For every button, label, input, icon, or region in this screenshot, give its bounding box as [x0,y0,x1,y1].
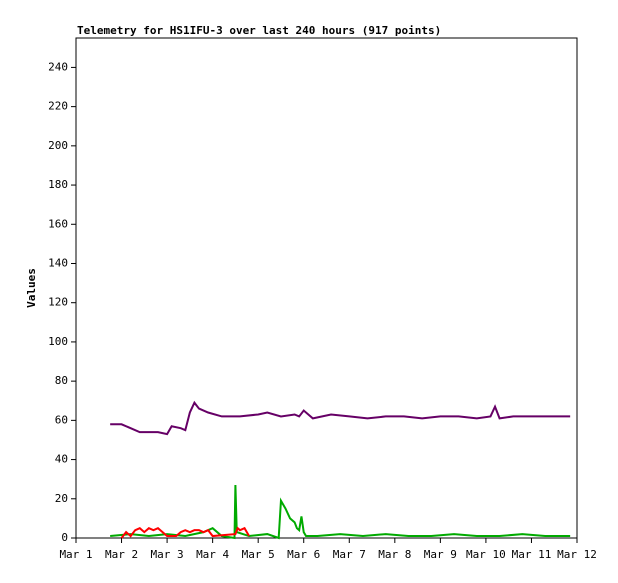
y-tick-label: 140 [48,256,68,269]
y-tick-label: 220 [48,100,68,113]
chart-title: Telemetry for HS1IFU-3 over last 240 hou… [77,24,441,37]
x-tick-label: Mar 2 [105,548,138,561]
x-tick-label: Mar 1 [59,548,92,561]
plot-frame [75,37,578,539]
series-line [120,526,250,539]
y-tick-label: 160 [48,217,68,230]
x-tick-label: Mar 9 [424,548,457,561]
x-tick-label: Mar 8 [378,548,411,561]
x-tick-label: Mar 11 [512,548,552,561]
y-tick-label: 0 [61,531,68,544]
y-tick-label: 40 [55,453,68,466]
x-tick-label: Mar 3 [151,548,184,561]
y-tick-label: 20 [55,492,68,505]
y-axis-label: Values [25,268,38,308]
y-tick-label: 200 [48,139,68,152]
y-tick-label: 100 [48,335,68,348]
x-tick-label: Mar 4 [196,548,229,561]
series-line [110,485,571,540]
y-tick-label: 180 [48,178,68,191]
x-tick-label: Mar 5 [242,548,275,561]
x-tick-label: Mar 12 [557,548,597,561]
x-tick-label: Mar 10 [466,548,506,561]
series-line [110,400,571,436]
y-tick-label: 240 [48,60,68,73]
y-tick-label: 120 [48,296,68,309]
x-tick-label: Mar 6 [287,548,320,561]
y-tick-label: 60 [55,413,68,426]
y-tick-label: 80 [55,374,68,387]
x-tick-label: Mar 7 [333,548,366,561]
